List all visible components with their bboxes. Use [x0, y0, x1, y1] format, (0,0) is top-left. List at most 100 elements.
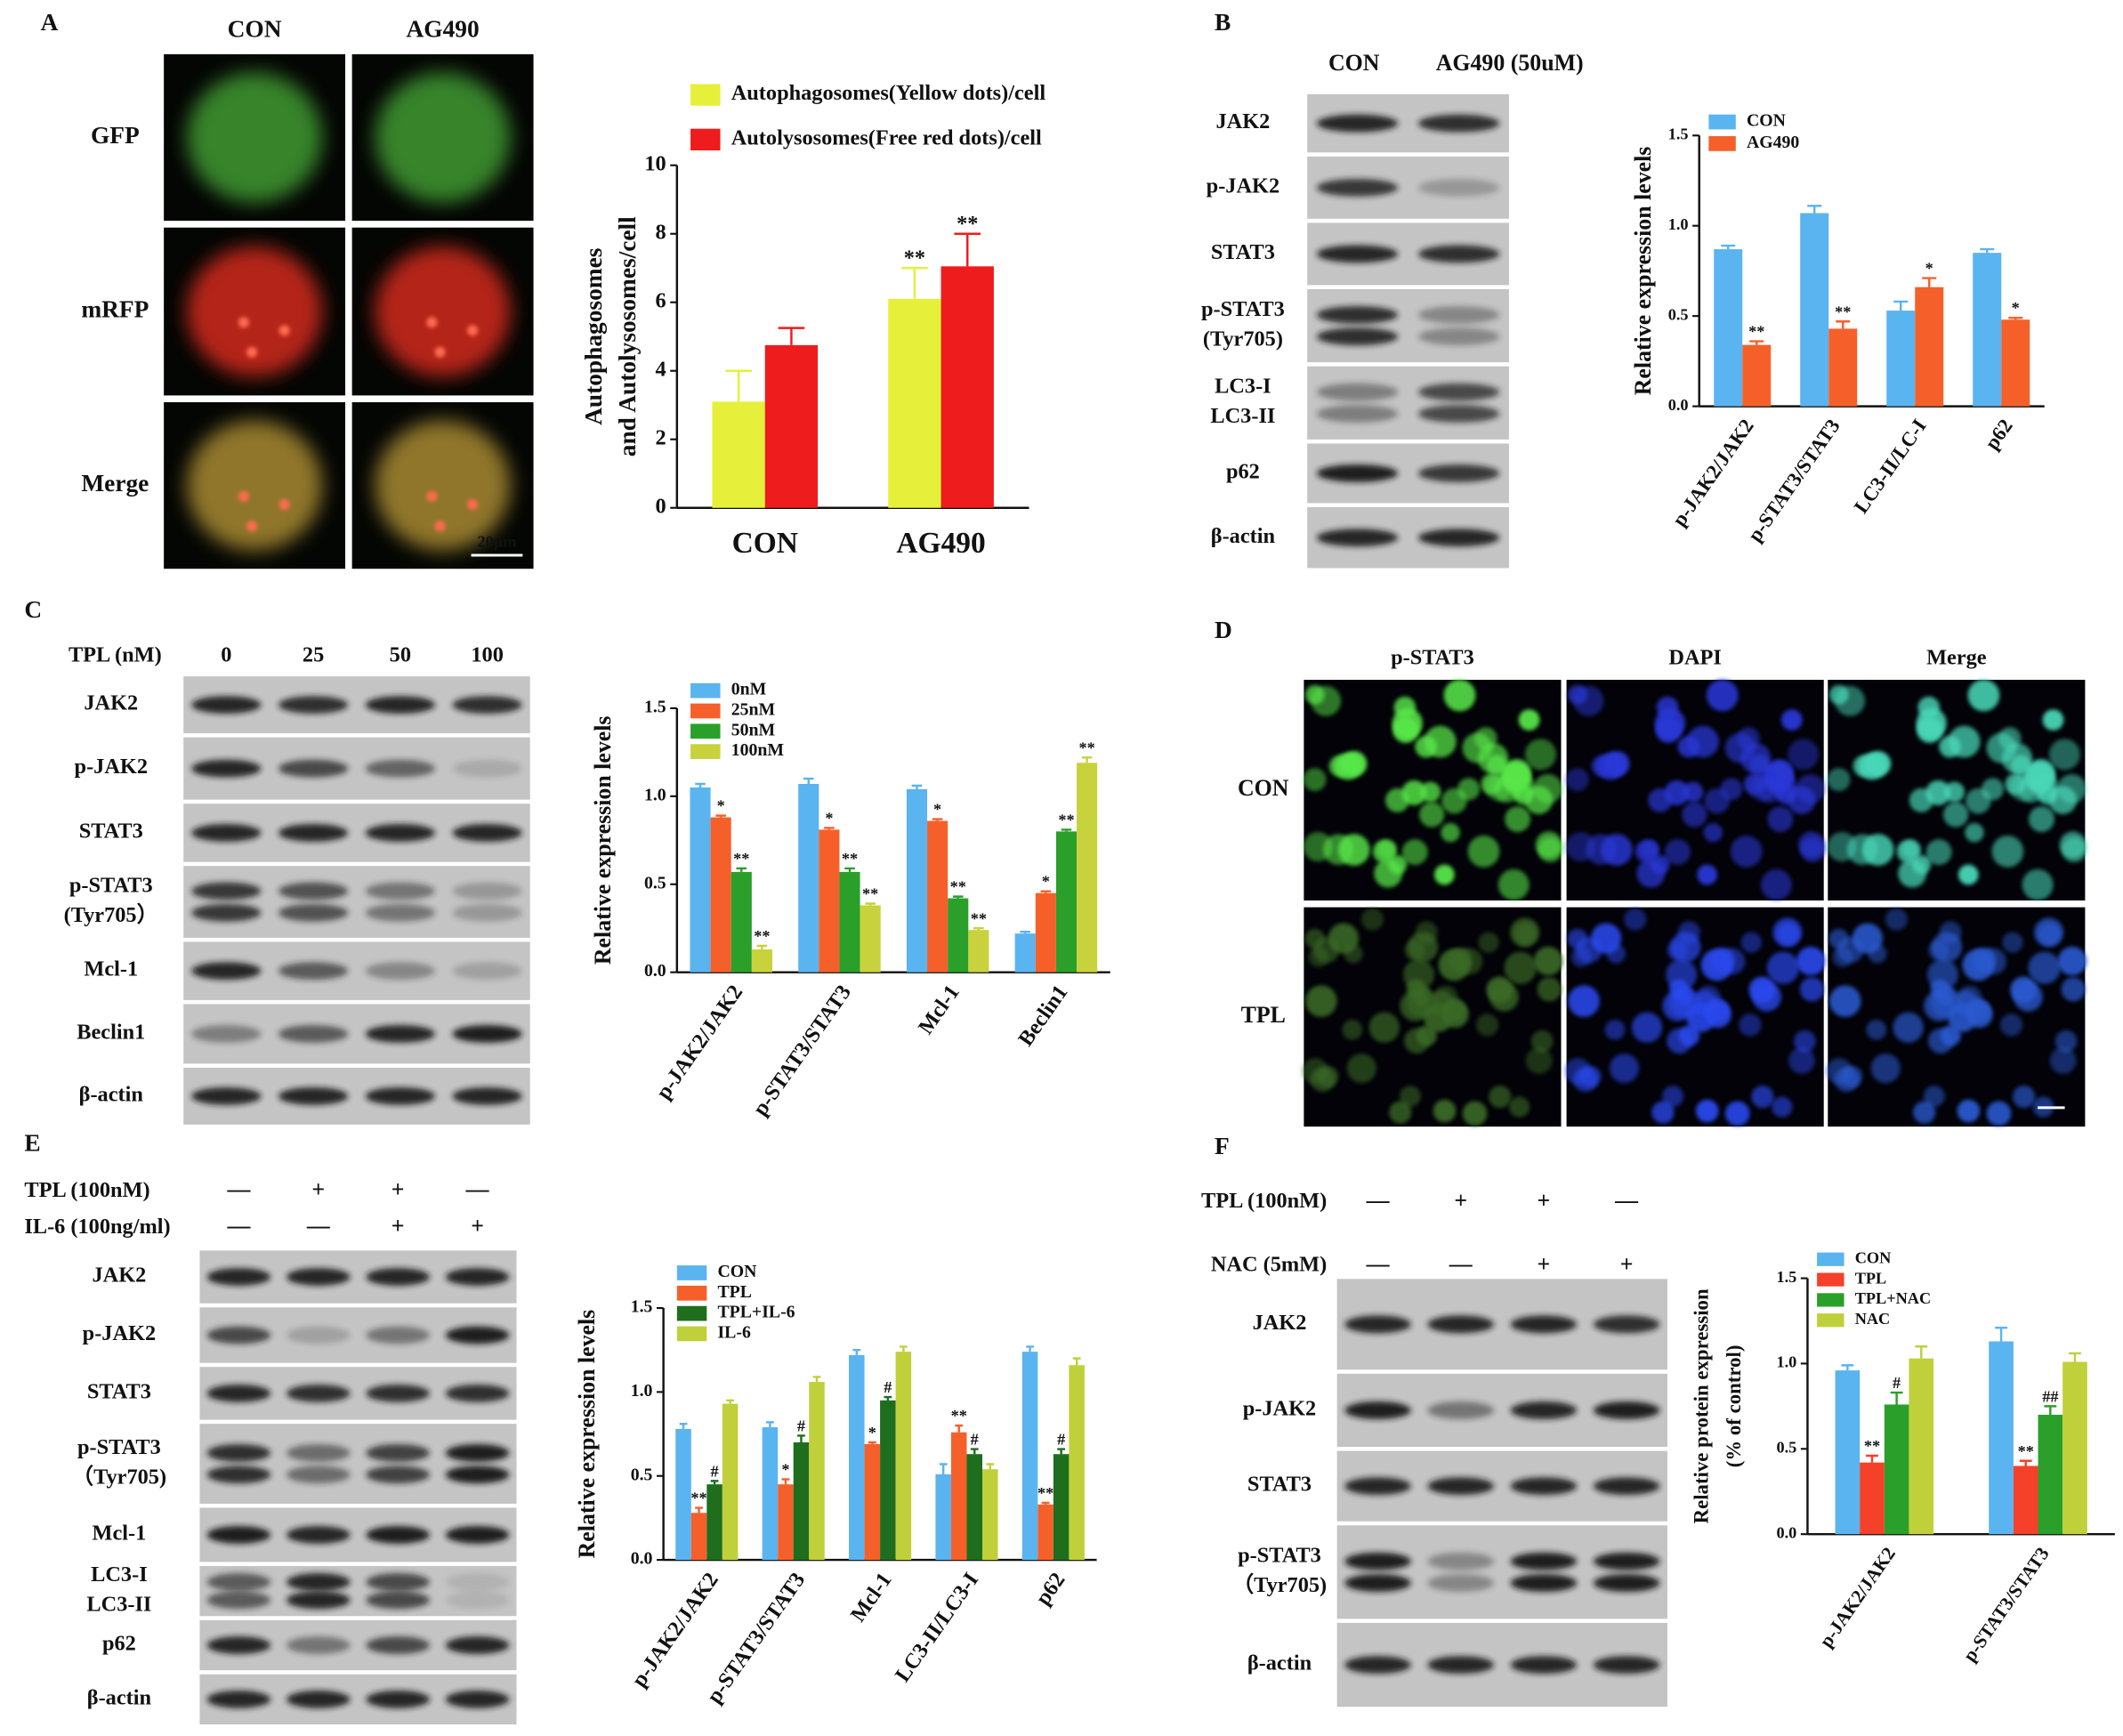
significance-mark: **: [957, 212, 978, 236]
nucleus: [1433, 864, 1455, 885]
nucleus: [1737, 727, 1760, 750]
error-bar: [2019, 1459, 2032, 1466]
nucleus: [1568, 684, 1587, 705]
blot-band: [1417, 383, 1500, 401]
blot-band: [1417, 529, 1500, 547]
panel-label: A: [41, 9, 59, 36]
blot-band: [445, 1326, 510, 1344]
nucleus: [1604, 1019, 1626, 1040]
legend-label: TPL: [1855, 1269, 1887, 1287]
x-tick-label: p62: [1981, 415, 2017, 453]
blot-band: [278, 1087, 349, 1105]
blot-band: [1344, 1477, 1411, 1496]
error-bar: [1893, 300, 1909, 311]
nucleus: [1828, 684, 1849, 705]
error-bar: [1807, 205, 1822, 214]
panel-label: D: [1215, 617, 1232, 643]
blot-band: [1316, 464, 1399, 482]
red-dot: [466, 498, 479, 511]
legend-swatch: [1708, 114, 1736, 130]
significance-mark: *: [868, 1424, 876, 1441]
nucleus: [1604, 751, 1630, 777]
blot-strip: [1305, 365, 1511, 441]
blot-band: [1593, 1401, 1660, 1419]
blot-band: [445, 1526, 510, 1544]
significance-mark: **: [1835, 303, 1851, 320]
legend-label: 50nM: [731, 720, 776, 739]
blot-band: [287, 1268, 351, 1286]
nucleus: [1926, 958, 1958, 990]
blot-band: [206, 1443, 271, 1462]
blot-row-label: p-STAT3: [1201, 297, 1285, 321]
nucleus: [1942, 802, 1969, 828]
blot-band: [1417, 464, 1500, 482]
x-tick-label: p-JAK2/JAK2: [651, 981, 747, 1103]
nucleus: [2010, 755, 2031, 776]
blot-row-label: STAT3: [87, 1379, 151, 1403]
blot-row-label: LC3-I: [1215, 375, 1271, 399]
nucleus: [1743, 773, 1765, 795]
blot-band: [278, 824, 349, 842]
blot-band: [452, 1087, 522, 1105]
nucleus: [1399, 1086, 1421, 1108]
cell: [375, 72, 511, 203]
significance-mark: **: [950, 878, 966, 896]
legend-swatch: [1817, 1313, 1845, 1328]
blot-row-label: β-actin: [79, 1082, 144, 1106]
blot-band: [278, 962, 349, 981]
nucleus: [1678, 1025, 1700, 1046]
bar: [864, 1443, 881, 1561]
blot-band: [1593, 1574, 1660, 1592]
cell: [186, 420, 323, 551]
blot-band: [287, 1591, 351, 1610]
blot-band: [365, 824, 435, 842]
blot-band: [1344, 1552, 1411, 1570]
nucleus: [1898, 859, 1927, 888]
blot-band: [365, 759, 435, 778]
y-tick-label: 1.0: [631, 1381, 653, 1401]
lane-header: 100: [471, 643, 504, 667]
nucleus: [1344, 944, 1363, 964]
x-tick-label: p62: [1031, 1568, 1070, 1609]
error-bar: [726, 1399, 734, 1404]
nucleus: [2049, 1047, 2077, 1074]
y-tick-label: 0.5: [644, 873, 666, 892]
y-tick-label: 1.0: [1668, 215, 1689, 233]
blot-band: [445, 1573, 510, 1591]
blot-row-label: p-JAK2: [1243, 1397, 1316, 1421]
bar: [710, 817, 731, 973]
nucleus: [1565, 831, 1596, 862]
bar: [1035, 892, 1056, 973]
nucleus: [1982, 778, 2005, 801]
red-dot: [278, 325, 290, 336]
bar: [1915, 287, 1944, 407]
error-bar: [1841, 1364, 1854, 1371]
bar: [940, 266, 994, 508]
treatment-label: TPL (100nM): [1201, 1189, 1327, 1213]
nucleus: [1533, 946, 1563, 976]
nucleus: [2013, 1085, 2036, 1109]
blot-band: [1510, 1401, 1578, 1419]
blot-band: [1344, 1574, 1411, 1592]
treatment-sign: —: [465, 1176, 490, 1202]
blot-band: [365, 903, 435, 922]
bar: [778, 1484, 794, 1561]
blot-band: [366, 1385, 430, 1402]
treatment-sign: —: [1366, 1251, 1391, 1277]
nucleus: [1497, 868, 1530, 900]
error-bar: [868, 1441, 876, 1444]
error-bar: [736, 867, 747, 872]
nucleus: [1666, 958, 1698, 990]
nucleus: [1457, 778, 1481, 801]
bar: [722, 1403, 739, 1561]
nucleus: [1796, 774, 1826, 803]
bar: [1021, 1352, 1038, 1561]
nucleus: [1925, 779, 1951, 806]
nucleus: [1514, 923, 1537, 945]
error-bar: [1980, 247, 1995, 254]
error-bar: [1057, 1448, 1066, 1455]
bar: [690, 787, 711, 973]
error-bar: [844, 867, 855, 872]
blot-band: [278, 1025, 349, 1043]
blot-row-label: JAK2: [84, 691, 138, 715]
